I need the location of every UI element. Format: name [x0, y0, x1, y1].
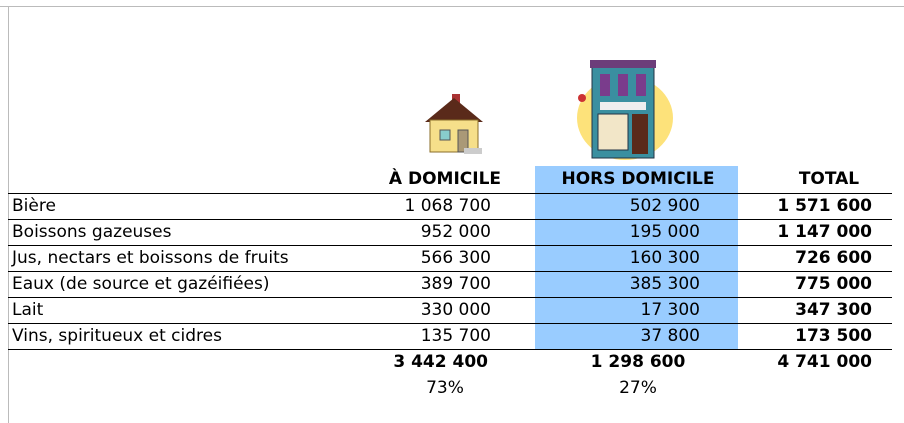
row-rule — [8, 219, 892, 220]
row-rule — [8, 349, 892, 350]
cell-value: 952 000 — [420, 222, 491, 242]
highlight-column — [535, 166, 738, 350]
row-rule — [8, 271, 892, 272]
cell-value: 17 300 — [640, 300, 700, 320]
total-value: 1 298 600 — [590, 352, 686, 372]
cell-value: 195 000 — [629, 222, 700, 242]
house-icon — [425, 94, 483, 154]
left-border — [8, 6, 9, 423]
top-border — [0, 6, 904, 7]
row-rule — [8, 297, 892, 298]
cell-value: 160 300 — [629, 248, 700, 268]
row-rule — [8, 193, 892, 194]
row-label: Eaux (de source et gazéifiées) — [12, 274, 270, 294]
total-value: 3 442 400 — [393, 352, 488, 372]
row-rule — [8, 245, 892, 246]
share-value: 27% — [619, 378, 657, 398]
cell-value: 330 000 — [420, 300, 491, 320]
shop-icon — [577, 60, 673, 160]
row-label: Bière — [12, 196, 56, 216]
row-label: Lait — [12, 300, 44, 320]
cell-value: 502 900 — [629, 196, 700, 216]
cell-value: 173 500 — [795, 326, 872, 346]
cell-value: 1 571 600 — [777, 196, 872, 216]
cell-value: 566 300 — [420, 248, 491, 268]
row-label: Boissons gazeuses — [12, 222, 172, 242]
cell-value: 37 800 — [640, 326, 700, 346]
cell-value: 135 700 — [420, 326, 491, 346]
cell-value: 347 300 — [795, 300, 872, 320]
column-header: HORS DOMICILE — [561, 169, 715, 189]
cell-value: 1 068 700 — [404, 196, 491, 216]
cell-value: 1 147 000 — [777, 222, 872, 242]
column-header: À DOMICILE — [388, 169, 502, 189]
cell-value: 775 000 — [795, 274, 872, 294]
total-value: 4 741 000 — [777, 352, 872, 372]
row-label: Vins, spiritueux et cidres — [12, 326, 222, 346]
cell-value: 726 600 — [795, 248, 872, 268]
cell-value: 385 300 — [629, 274, 700, 294]
column-header: TOTAL — [798, 169, 860, 189]
row-rule — [8, 323, 892, 324]
row-label: Jus, nectars et boissons de fruits — [12, 248, 289, 268]
share-value: 73% — [426, 378, 464, 398]
cell-value: 389 700 — [420, 274, 491, 294]
